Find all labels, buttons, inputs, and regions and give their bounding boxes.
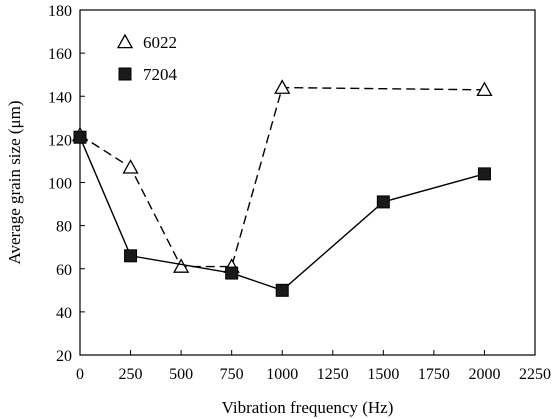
data-point-square <box>376 195 390 209</box>
y-tick-label: 20 <box>56 348 72 365</box>
x-tick-label: 250 <box>119 366 143 383</box>
y-axis-ticks: 20 40 60 80 100 120 140 160 180 <box>48 3 85 365</box>
legend: 6022 7204 <box>116 33 178 84</box>
data-point-triangle <box>116 33 134 49</box>
y-tick-label: 60 <box>56 262 72 279</box>
plot-frame <box>79 9 536 356</box>
series-layer <box>71 79 493 297</box>
x-tick-label: 1750 <box>418 366 450 383</box>
legend-label: 6022 <box>143 33 177 52</box>
y-axis-title: Average grain size (μm) <box>5 100 24 264</box>
x-axis-title: Vibration frequency (Hz) <box>222 398 394 417</box>
x-tick-label: 2000 <box>468 366 500 383</box>
legend-item-6022: 6022 <box>116 33 177 52</box>
y-tick-label: 140 <box>48 89 72 106</box>
series-line-6022 <box>79 86 485 268</box>
series-line-7204 <box>79 136 485 292</box>
x-tick-label: 0 <box>76 366 84 383</box>
y-tick-label: 80 <box>56 219 72 236</box>
data-point-square <box>118 67 132 81</box>
x-tick-label: 1250 <box>317 366 349 383</box>
x-tick-label: 1500 <box>367 366 399 383</box>
series-6022 <box>71 79 493 273</box>
y-tick-label: 180 <box>48 3 72 20</box>
data-point-square <box>124 249 138 263</box>
data-point-triangle <box>122 159 139 174</box>
x-tick-label: 2250 <box>519 366 551 383</box>
data-point-square <box>477 167 491 181</box>
x-tick-label: 750 <box>220 366 244 383</box>
legend-label: 7204 <box>143 65 178 84</box>
data-point-triangle <box>476 81 493 97</box>
y-tick-label: 40 <box>56 305 72 322</box>
legend-item-7204: 7204 <box>118 65 178 84</box>
plot-border <box>79 9 536 356</box>
series-7204 <box>73 130 491 297</box>
data-point-square <box>275 283 289 297</box>
y-tick-label: 100 <box>48 176 72 193</box>
y-tick-label: 160 <box>48 46 72 63</box>
x-tick-label: 1000 <box>266 366 298 383</box>
data-point-triangle <box>274 79 291 94</box>
x-tick-label: 500 <box>169 366 193 383</box>
y-tick-label: 120 <box>48 132 72 149</box>
data-point-triangle <box>173 258 190 273</box>
data-point-square <box>73 130 87 144</box>
x-axis-ticks: 0 250 500 750 1000 1250 1500 1750 2000 2250 <box>76 350 551 383</box>
data-point-square <box>225 266 239 280</box>
